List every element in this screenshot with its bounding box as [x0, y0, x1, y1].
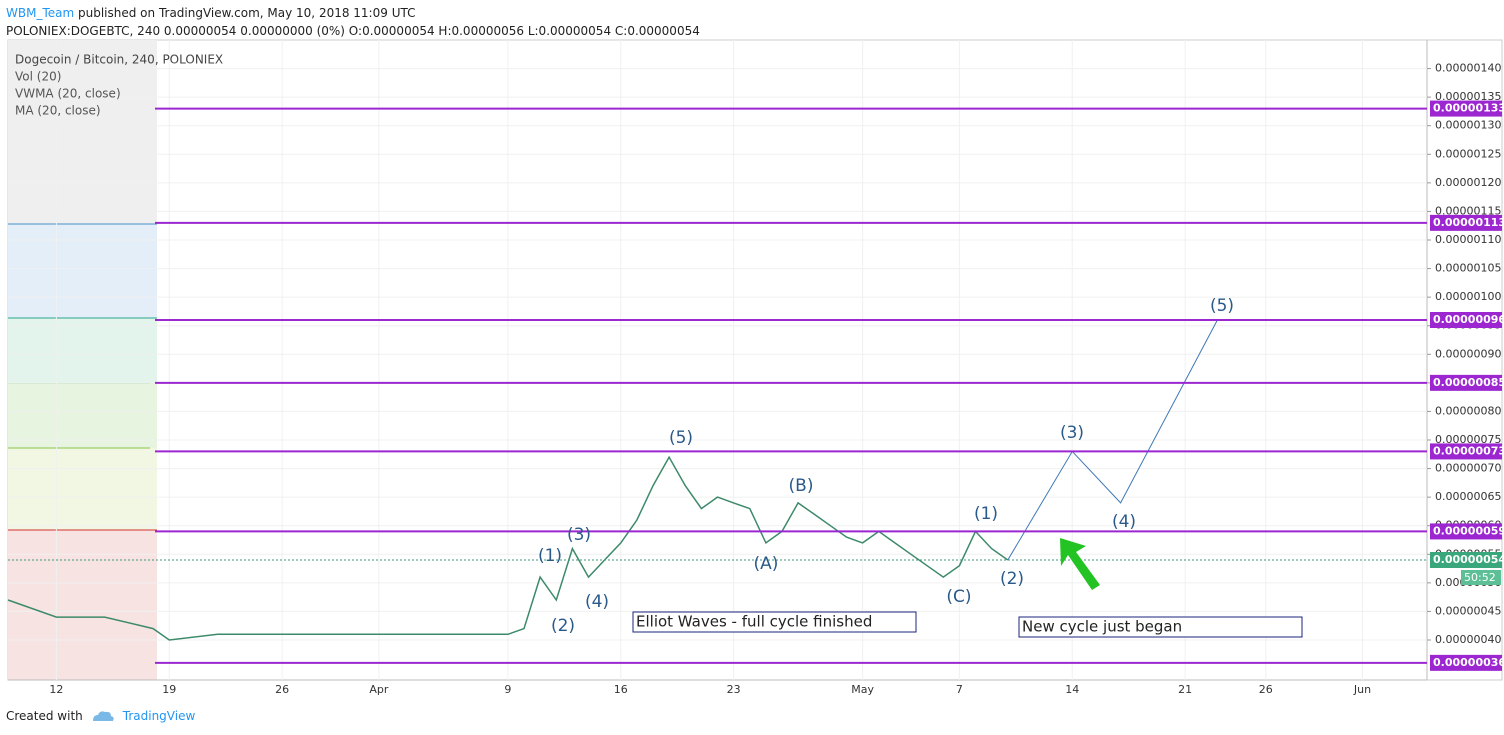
price-line — [1007, 319, 1218, 561]
y-tick-label: 0.00000040 — [1435, 633, 1501, 646]
wave-label: (2) — [551, 616, 575, 636]
level-label: 0.00000036 — [1433, 656, 1504, 669]
plot: 0.00000133 0.00000113 0.00000096 0.00000085… — [7, 53, 1504, 671]
x-tick-label: Apr — [369, 683, 389, 696]
y-tick-label: 0.00000065 — [1435, 490, 1501, 503]
author[interactable]: WBM_Team — [6, 6, 75, 20]
level-label: 0.00000096 — [1433, 313, 1504, 326]
logo — [92, 711, 114, 721]
wave-label: (3) — [567, 525, 591, 545]
level-label: 0.00000113 — [1433, 216, 1504, 229]
wave-label: (C) — [946, 587, 971, 607]
level-tag — [1430, 312, 1502, 328]
level-tag — [1430, 523, 1502, 540]
level-label: 0.00000133 — [1433, 102, 1504, 115]
wave-label: (1) — [974, 504, 998, 524]
x-tick-label: 7 — [956, 683, 963, 696]
wave-label: (4) — [1112, 512, 1136, 532]
x-tick-label: May — [851, 683, 874, 696]
legend-entry: MA (20, close) — [15, 104, 101, 118]
x-tick-label: 16 — [614, 683, 628, 696]
footer: Created with TradingView — [6, 709, 195, 723]
level-tag — [1430, 443, 1502, 460]
y-tick-label: 0.00000090 — [1435, 347, 1501, 360]
legend-entry: VWMA (20, close) — [15, 87, 121, 101]
level-label: 0.00000073 — [1433, 444, 1504, 457]
y-tick-label: 0.00000125 — [1435, 147, 1501, 160]
level-tag — [1430, 654, 1502, 671]
chart: 0.000000400.000000450.000000500.00000055… — [7, 39, 1504, 696]
y-tick-label: 0.00000080 — [1435, 404, 1501, 417]
zone — [8, 318, 157, 383]
legend-entry: Vol (20) — [15, 70, 61, 84]
x-tick-label: 9 — [504, 683, 511, 696]
y-tick-label: 0.00000045 — [1435, 604, 1501, 617]
wave-label: (3) — [1060, 423, 1084, 443]
y-tick-label: 0.00000120 — [1435, 176, 1501, 189]
wave-label: (2) — [1000, 569, 1024, 589]
zone — [8, 383, 157, 448]
level-tag — [1430, 100, 1502, 117]
last-price-tag — [1430, 552, 1502, 568]
wave-label: (5) — [1210, 296, 1234, 316]
level-label: 0.00000085 — [1433, 376, 1504, 389]
wave-label: (B) — [789, 476, 814, 496]
grid: 0.000000400.000000450.000000500.00000055… — [8, 40, 1501, 696]
wave-label: (1) — [538, 546, 562, 566]
zone — [8, 448, 157, 530]
last-price-label: 0.00000054 — [1433, 553, 1504, 566]
level-label: 0.00000059 — [1433, 524, 1504, 537]
x-tick-label: 26 — [1259, 683, 1273, 696]
brand[interactable]: TradingView — [122, 709, 196, 723]
y-tick-label: 0.00000070 — [1435, 462, 1501, 475]
created-with: Created with — [6, 709, 83, 723]
countdown: 50:52 — [1464, 571, 1496, 584]
legend-entry: Dogecoin / Bitcoin, 240, POLONIEX — [15, 53, 223, 67]
wave-label: (A) — [754, 554, 779, 574]
level-tag — [1430, 214, 1502, 231]
y-tick-label: 0.00000135 — [1435, 90, 1501, 103]
y-tick-label: 0.00000115 — [1435, 204, 1501, 217]
x-tick-label: 12 — [49, 683, 63, 696]
annotation-box — [632, 611, 917, 633]
x-tick-label: 14 — [1065, 683, 1079, 696]
annotation-box — [1018, 616, 1303, 638]
y-tick-label: 0.00000100 — [1435, 290, 1501, 303]
wave-label: (4) — [585, 592, 609, 612]
y-tick-label: 0.00000075 — [1435, 433, 1501, 446]
zone — [8, 40, 157, 224]
x-tick-label: 23 — [727, 683, 741, 696]
x-tick-label: 26 — [275, 683, 289, 696]
symbol-line: POLONIEX:DOGEBTC, 240 0.00000054 0.00000… — [6, 24, 700, 38]
x-tick-label: 21 — [1178, 683, 1192, 696]
x-tick-label: Jun — [1353, 683, 1371, 696]
header: WBM_Team published on TradingView.com, M… — [6, 4, 700, 40]
publish-line: WBM_Team published on TradingView.com, M… — [6, 4, 700, 22]
countdown-tag — [1461, 570, 1501, 585]
price-line — [7, 455, 1009, 641]
level-tag — [1430, 374, 1502, 391]
annotation: New cycle just began — [1022, 618, 1182, 636]
chart-frame — [7, 39, 1503, 681]
y-tick-label: 0.00000140 — [1435, 62, 1501, 75]
y-tick-label: 0.00000105 — [1435, 262, 1501, 275]
green-arrow — [1060, 538, 1100, 590]
wave-label: (5) — [669, 428, 693, 448]
zone — [8, 224, 157, 318]
x-tick-label: 19 — [162, 683, 176, 696]
zone — [8, 530, 157, 680]
y-tick-label: 0.00000110 — [1435, 233, 1501, 246]
y-tick-label: 0.00000130 — [1435, 119, 1501, 132]
published: published on TradingView.com, May 10, 20… — [78, 6, 416, 20]
annotation: Elliot Waves - full cycle finished — [636, 613, 872, 631]
